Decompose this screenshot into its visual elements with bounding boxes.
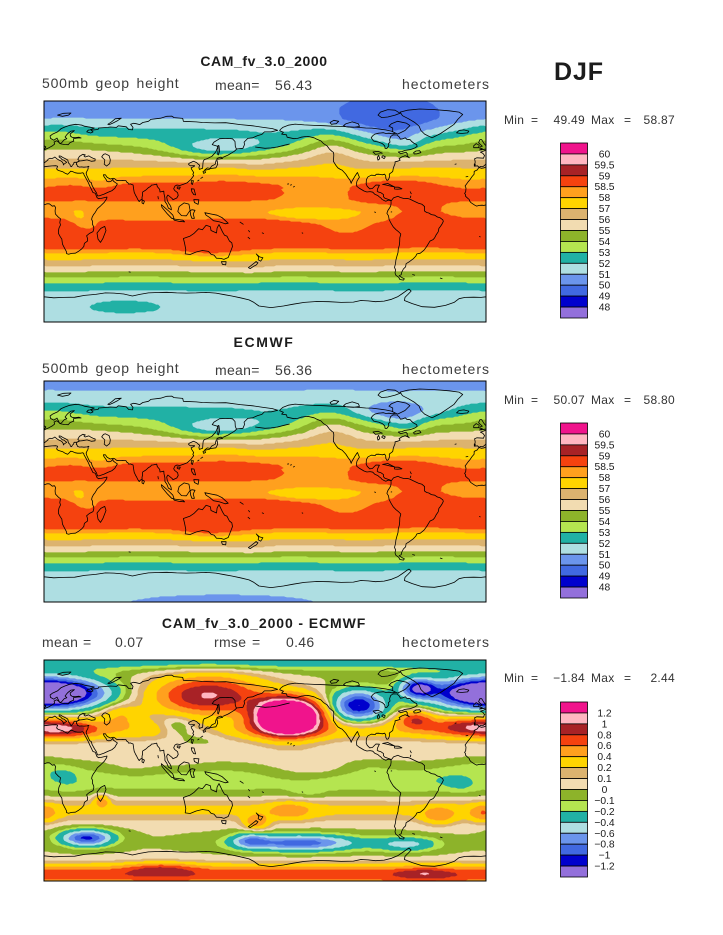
svg-text:53: 53: [599, 528, 611, 539]
svg-text:59: 59: [599, 171, 611, 182]
svg-text:60: 60: [599, 149, 611, 160]
svg-text:0.4: 0.4: [597, 752, 612, 763]
svg-text:53: 53: [599, 248, 611, 259]
svg-text:−0.1: −0.1: [594, 796, 615, 807]
svg-text:58: 58: [599, 473, 611, 484]
svg-text:59.5: 59.5: [594, 440, 614, 451]
svg-text:0.2: 0.2: [597, 763, 612, 774]
svg-text:58.5: 58.5: [594, 462, 614, 473]
svg-text:59: 59: [599, 451, 611, 462]
svg-text:52: 52: [599, 259, 611, 270]
svg-text:55: 55: [599, 506, 611, 517]
svg-text:58: 58: [599, 193, 611, 204]
svg-text:55: 55: [599, 226, 611, 237]
svg-text:54: 54: [599, 517, 611, 528]
svg-text:50: 50: [599, 561, 611, 572]
svg-text:−0.2: −0.2: [594, 807, 615, 818]
svg-text:51: 51: [599, 270, 611, 281]
svg-text:−1: −1: [599, 851, 611, 862]
svg-text:0.8: 0.8: [597, 730, 612, 741]
svg-text:57: 57: [599, 204, 611, 215]
svg-text:48: 48: [599, 303, 611, 314]
svg-text:1: 1: [602, 719, 608, 730]
svg-text:49: 49: [599, 572, 611, 583]
svg-text:60: 60: [599, 429, 611, 440]
svg-text:1.2: 1.2: [597, 708, 612, 719]
svg-text:0: 0: [602, 785, 608, 796]
svg-text:0.6: 0.6: [597, 741, 612, 752]
svg-text:−0.6: −0.6: [594, 829, 615, 840]
svg-text:58.5: 58.5: [594, 182, 614, 193]
svg-text:54: 54: [599, 237, 611, 248]
svg-text:57: 57: [599, 484, 611, 495]
svg-text:50: 50: [599, 281, 611, 292]
svg-text:52: 52: [599, 539, 611, 550]
svg-text:−0.4: −0.4: [594, 818, 615, 829]
svg-text:48: 48: [599, 583, 611, 594]
svg-text:56: 56: [599, 495, 611, 506]
svg-text:59.5: 59.5: [594, 160, 614, 171]
svg-text:49: 49: [599, 292, 611, 303]
svg-text:−1.2: −1.2: [594, 862, 615, 873]
svg-text:−0.8: −0.8: [594, 840, 615, 851]
svg-text:51: 51: [599, 550, 611, 561]
svg-text:56: 56: [599, 215, 611, 226]
svg-text:0.1: 0.1: [597, 774, 612, 785]
